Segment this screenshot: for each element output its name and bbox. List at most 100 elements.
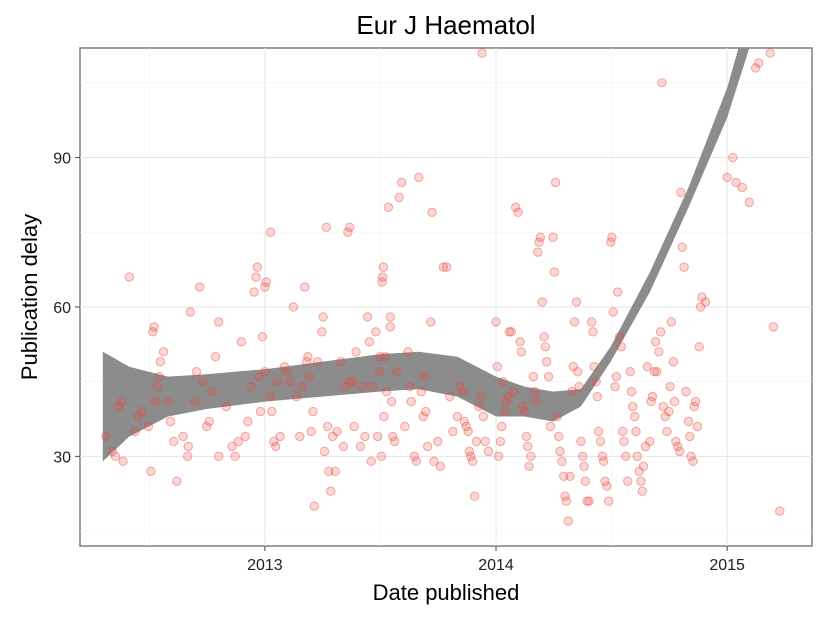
x-tick-label: 2015 bbox=[709, 557, 745, 574]
data-point bbox=[297, 381, 307, 392]
data-point bbox=[685, 431, 695, 442]
data-point bbox=[597, 451, 608, 462]
data-point bbox=[324, 466, 334, 476]
data-point bbox=[521, 431, 532, 442]
data-point bbox=[750, 63, 761, 73]
data-point bbox=[700, 297, 711, 307]
data-point bbox=[113, 401, 124, 412]
data-point bbox=[185, 307, 195, 317]
data-point bbox=[291, 391, 302, 402]
data-point bbox=[671, 436, 681, 447]
data-point bbox=[515, 337, 525, 347]
data-point bbox=[638, 461, 649, 472]
data-point bbox=[213, 317, 224, 327]
data-point bbox=[172, 476, 182, 486]
data-point bbox=[549, 267, 559, 277]
data-point bbox=[426, 317, 436, 327]
data-point bbox=[372, 431, 383, 442]
data-point bbox=[483, 446, 494, 457]
data-point bbox=[213, 451, 224, 462]
data-point bbox=[152, 381, 162, 392]
smooth-confidence-band bbox=[102, 48, 750, 462]
data-point bbox=[379, 411, 389, 422]
data-point bbox=[621, 451, 631, 462]
data-point bbox=[477, 48, 487, 58]
data-point bbox=[391, 367, 402, 377]
data-point bbox=[673, 441, 683, 452]
data-point bbox=[230, 451, 240, 462]
data-point bbox=[461, 421, 471, 432]
data-point bbox=[674, 446, 685, 457]
data-point bbox=[595, 436, 606, 447]
data-point bbox=[664, 406, 674, 417]
data-point bbox=[367, 381, 378, 392]
data-point bbox=[602, 481, 612, 491]
data-point bbox=[388, 431, 398, 442]
data-point bbox=[445, 391, 455, 402]
data-point bbox=[631, 426, 641, 437]
data-point bbox=[394, 192, 404, 203]
data-point bbox=[504, 327, 515, 337]
data-point bbox=[257, 332, 268, 342]
data-point bbox=[612, 287, 623, 297]
data-point bbox=[565, 471, 575, 481]
data-point bbox=[722, 172, 732, 183]
data-point bbox=[686, 451, 696, 462]
data-point bbox=[646, 396, 656, 407]
data-point bbox=[332, 426, 342, 437]
data-point bbox=[351, 347, 361, 357]
data-point bbox=[366, 456, 376, 467]
data-point bbox=[306, 426, 316, 437]
data-point bbox=[348, 376, 358, 387]
data-point bbox=[478, 411, 489, 422]
data-point bbox=[522, 441, 533, 452]
data-point bbox=[765, 48, 775, 58]
data-point bbox=[377, 277, 387, 287]
data-point bbox=[295, 431, 305, 442]
data-point bbox=[158, 347, 169, 357]
data-point bbox=[571, 297, 582, 307]
data-point bbox=[455, 381, 465, 392]
data-point bbox=[655, 327, 666, 337]
data-point bbox=[469, 491, 480, 501]
plot-panel bbox=[79, 47, 813, 547]
data-point bbox=[303, 352, 313, 362]
data-point bbox=[642, 362, 653, 372]
y-tick-label: 90 bbox=[53, 151, 71, 168]
data-point bbox=[272, 376, 282, 387]
data-point bbox=[360, 431, 370, 442]
data-point bbox=[695, 302, 706, 312]
data-point bbox=[690, 396, 701, 407]
data-point bbox=[191, 367, 202, 377]
data-point bbox=[101, 431, 111, 442]
data-point bbox=[502, 396, 512, 407]
data-point bbox=[110, 451, 121, 462]
data-point bbox=[506, 327, 516, 337]
data-point bbox=[458, 386, 468, 397]
data-point bbox=[282, 367, 292, 377]
data-point bbox=[535, 232, 546, 242]
data-point bbox=[537, 297, 547, 307]
data-point bbox=[279, 362, 290, 372]
data-point bbox=[149, 322, 159, 332]
data-point bbox=[683, 416, 694, 427]
data-point bbox=[625, 367, 635, 377]
data-point bbox=[582, 496, 592, 506]
data-point bbox=[754, 58, 764, 68]
data-point bbox=[441, 262, 452, 272]
data-point bbox=[243, 416, 253, 427]
data-point bbox=[409, 451, 420, 462]
data-point bbox=[403, 347, 413, 357]
data-point bbox=[246, 381, 256, 392]
data-point bbox=[652, 367, 662, 377]
data-point bbox=[383, 202, 394, 213]
data-point bbox=[260, 282, 270, 292]
data-point bbox=[584, 496, 594, 506]
data-point bbox=[554, 431, 564, 442]
data-point bbox=[559, 471, 569, 481]
data-point bbox=[133, 411, 143, 422]
points-layer bbox=[101, 48, 785, 526]
data-point bbox=[118, 456, 128, 467]
data-point bbox=[378, 262, 389, 272]
x-tick-label: 2013 bbox=[247, 557, 283, 574]
